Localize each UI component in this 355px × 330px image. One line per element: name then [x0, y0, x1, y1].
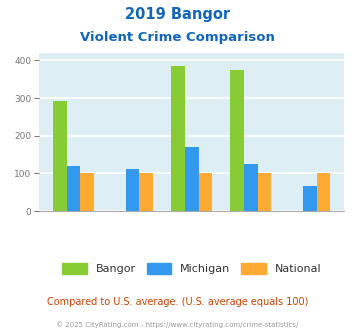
Text: © 2025 CityRating.com - https://www.cityrating.com/crime-statistics/: © 2025 CityRating.com - https://www.city…: [56, 322, 299, 328]
Bar: [244, 164, 258, 211]
Legend: Bangor, Michigan, National: Bangor, Michigan, National: [58, 258, 326, 279]
Bar: [126, 169, 139, 211]
Text: Violent Crime Comparison: Violent Crime Comparison: [80, 31, 275, 44]
Bar: [230, 70, 244, 211]
Bar: [317, 173, 331, 211]
Text: Compared to U.S. average. (U.S. average equals 100): Compared to U.S. average. (U.S. average …: [47, 297, 308, 307]
Bar: [303, 186, 317, 211]
Bar: [171, 66, 185, 211]
Bar: [66, 166, 80, 211]
Bar: [80, 173, 94, 211]
Bar: [139, 173, 153, 211]
Text: 2019 Bangor: 2019 Bangor: [125, 7, 230, 21]
Bar: [198, 173, 212, 211]
Bar: [53, 101, 66, 211]
Bar: [185, 147, 198, 211]
Bar: [258, 173, 271, 211]
